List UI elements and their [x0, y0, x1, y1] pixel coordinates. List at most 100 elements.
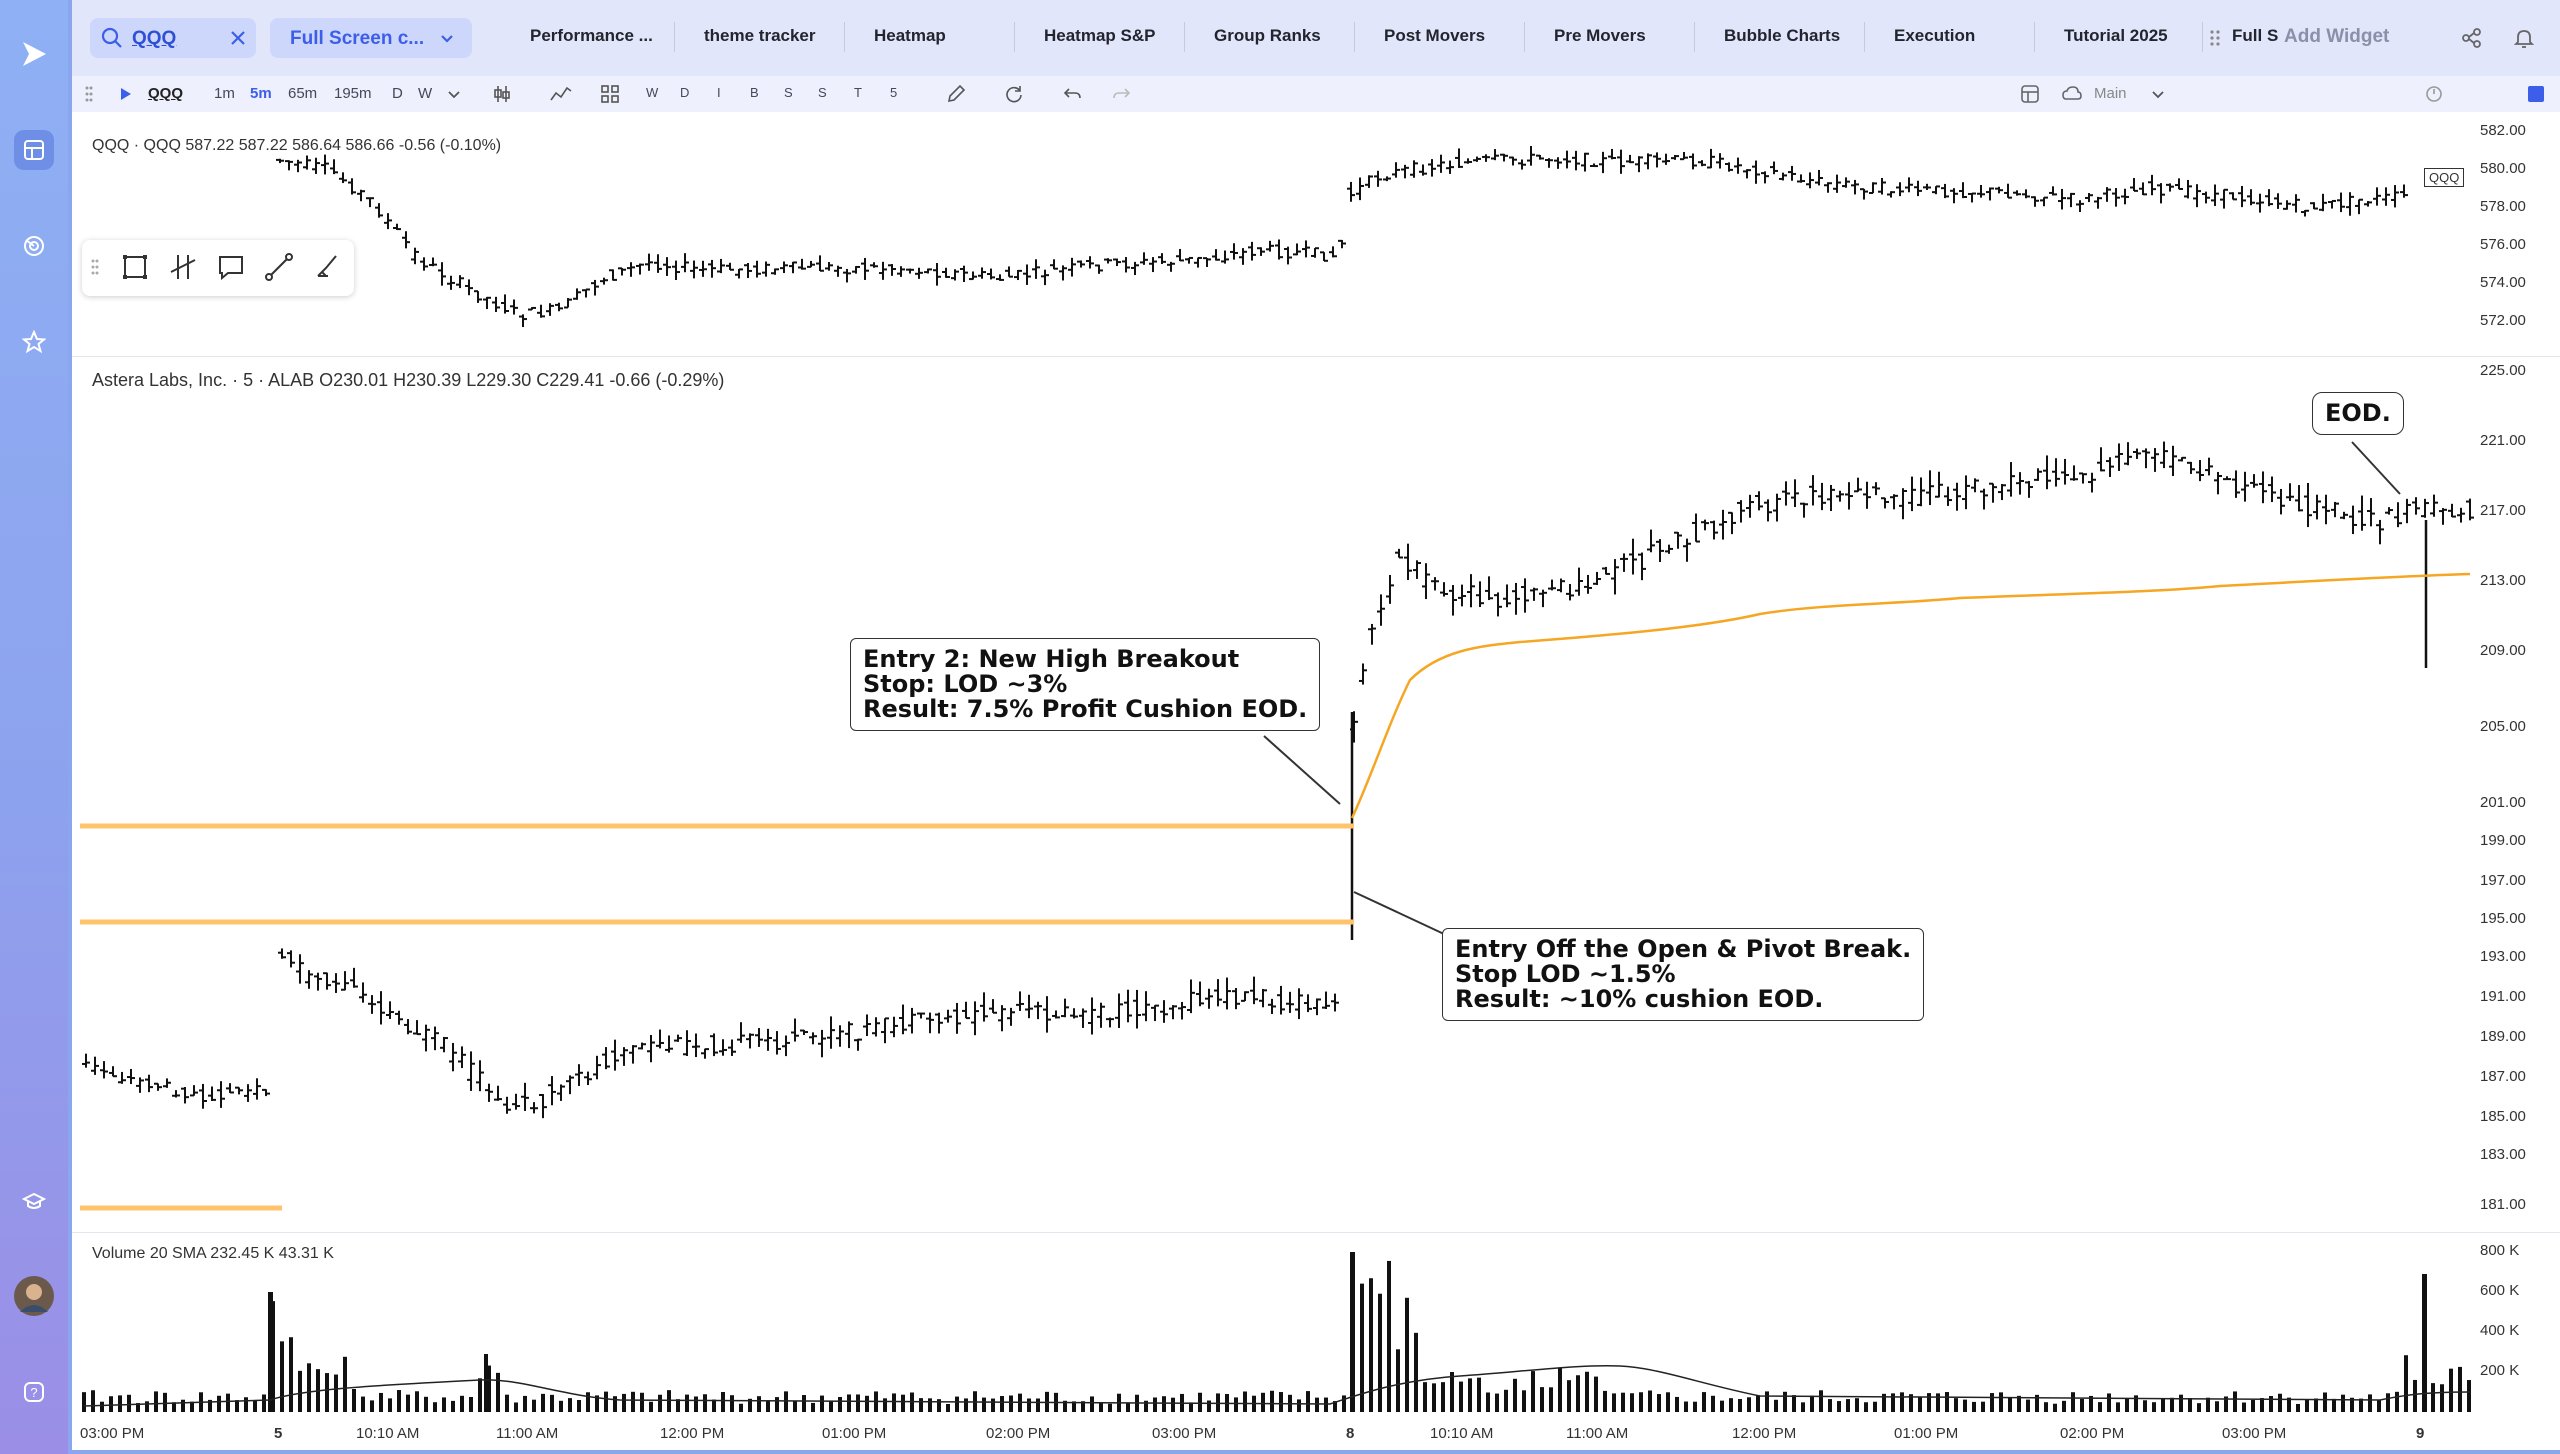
tab-group-ranks[interactable]: Group Ranks	[1214, 26, 1321, 45]
volume-bar	[1522, 1390, 1526, 1412]
alab-ohlc-bar	[1169, 1005, 1177, 1020]
toolbar-letter-t[interactable]: T	[854, 85, 862, 100]
templates-grid-icon[interactable]	[600, 84, 620, 104]
tab-execution[interactable]: Execution	[1894, 26, 1976, 45]
qqq-ohlc-bar	[1239, 248, 1247, 265]
tab-performance[interactable]: Performance ...	[530, 26, 653, 45]
blue-square-icon[interactable]	[2528, 86, 2544, 102]
qqq-ohlc-bar	[1356, 177, 1364, 201]
symbol-search-field[interactable]: QQQ	[90, 18, 256, 58]
avatar[interactable]	[14, 1276, 54, 1316]
pane-divider[interactable]	[72, 1232, 2560, 1233]
alab-ohlc-bar	[1683, 538, 1691, 562]
volume-bar	[1414, 1332, 1418, 1412]
alab-ohlc-bar	[1863, 481, 1871, 509]
bell-icon[interactable]	[2513, 27, 2535, 49]
candles-icon[interactable]	[492, 84, 512, 104]
redo-icon[interactable]	[1112, 84, 1132, 104]
drag-handle-icon[interactable]	[90, 252, 100, 287]
alab-ohlc-bar	[1728, 511, 1736, 535]
qqq-ohlc-bar	[492, 296, 500, 312]
volume-bar	[811, 1402, 815, 1412]
share-icon[interactable]	[2461, 27, 2483, 49]
alab-ohlc-bar	[809, 1032, 817, 1045]
alab-ohlc-bar	[1304, 994, 1312, 1013]
tab-post-movers[interactable]: Post Movers	[1384, 26, 1486, 45]
interval-w[interactable]: W	[418, 85, 433, 102]
qqq-ohlc-bar	[1014, 269, 1022, 281]
play-logo-icon[interactable]	[14, 34, 54, 74]
qqq-ohlc-bar	[1950, 188, 1958, 204]
chart-layout-icon[interactable]	[14, 130, 54, 170]
alab-ohlc-bar	[1313, 998, 1321, 1016]
play-icon[interactable]	[120, 87, 132, 101]
search-input[interactable]: QQQ	[132, 28, 177, 49]
pane-divider[interactable]	[72, 356, 2560, 357]
tab-theme-tracker[interactable]: theme tracker	[704, 26, 816, 45]
trendline-tool-icon[interactable]	[264, 252, 294, 287]
qqq-ohlc-bar	[996, 274, 1004, 281]
chevron-down-icon[interactable]	[2152, 91, 2164, 99]
tab-full-s[interactable]: Full S	[2232, 26, 2279, 45]
annotation-eod[interactable]: EOD.	[2312, 392, 2404, 435]
volume-bar	[2413, 1379, 2417, 1412]
chevron-down-icon[interactable]	[448, 91, 460, 99]
rectangle-tool-icon[interactable]	[120, 252, 150, 287]
qqq-ohlc-bar	[465, 279, 473, 296]
interval-65m[interactable]: 65m	[288, 85, 318, 102]
radar-icon[interactable]	[14, 226, 54, 266]
drag-handle-icon[interactable]	[2208, 28, 2222, 48]
qqq-ohlc-bar	[897, 266, 905, 277]
toolbar-letter-d[interactable]: D	[680, 85, 690, 100]
toolbar-symbol[interactable]: QQQ	[148, 85, 184, 102]
tab-bubble-charts[interactable]: Bubble Charts	[1724, 26, 1841, 45]
layout-dropdown[interactable]: Full Screen c...	[270, 18, 472, 58]
volume-bar	[2143, 1400, 2147, 1412]
toolbar-letter-s1[interactable]: S	[784, 85, 793, 100]
volume-bar	[676, 1399, 680, 1412]
alab-ohlc-bar	[2124, 442, 2132, 466]
chart-area[interactable]	[72, 112, 2560, 1450]
alab-ohlc-bar	[1935, 471, 1943, 498]
comment-tool-icon[interactable]	[216, 252, 246, 287]
annotation-entry-1[interactable]: Entry Off the Open & Pivot Break. Stop L…	[1442, 928, 1925, 1021]
help-icon[interactable]: ?	[14, 1372, 54, 1412]
alab-ohlc-bar	[1791, 479, 1799, 508]
eraser-brush-icon[interactable]	[312, 252, 342, 287]
toolbar-letter-i[interactable]: I	[717, 85, 721, 100]
alab-ohlc-bar	[1331, 993, 1339, 1012]
pencil-icon[interactable]	[946, 84, 966, 104]
tab-heatmap-s-p[interactable]: Heatmap S&P	[1044, 26, 1156, 45]
volume-bar	[1945, 1392, 1949, 1412]
tab-heatmap[interactable]: Heatmap	[874, 26, 946, 45]
tab-tutorial-2025[interactable]: Tutorial 2025	[2064, 26, 2168, 45]
alab-ohlc-bar	[710, 1033, 718, 1057]
star-icon[interactable]	[14, 322, 54, 362]
clock-icon[interactable]	[2424, 84, 2444, 104]
toolbar-letter-b[interactable]: B	[750, 85, 759, 100]
template-name[interactable]: Main	[2094, 85, 2127, 102]
qqq-ohlc-bar	[528, 306, 536, 311]
toolbar-letter-w[interactable]: W	[646, 85, 659, 100]
interval-d[interactable]: D	[392, 85, 403, 102]
refresh-icon[interactable]	[1004, 84, 1024, 104]
interval-5m[interactable]: 5m	[250, 85, 272, 102]
cloud-save-icon[interactable]	[2062, 84, 2082, 104]
interval-195m[interactable]: 195m	[334, 85, 372, 102]
drag-handle-icon[interactable]	[84, 85, 94, 103]
interval-1m[interactable]: 1m	[214, 85, 235, 102]
tab-pre-movers[interactable]: Pre Movers	[1554, 26, 1646, 45]
undo-icon[interactable]	[1062, 84, 1082, 104]
indicators-icon[interactable]	[550, 84, 572, 104]
clear-search-icon[interactable]	[230, 30, 246, 46]
alab-ohlc-bar	[998, 1005, 1006, 1032]
add-widget-button[interactable]: Add Widget	[2284, 26, 2390, 47]
toolbar-letter-s2[interactable]: S	[818, 85, 827, 100]
price-range-tool-icon[interactable]	[168, 252, 198, 287]
graduation-cap-icon[interactable]	[14, 1182, 54, 1222]
annotation-entry-2[interactable]: Entry 2: New High Breakout Stop: LOD ~3%…	[850, 638, 1321, 731]
toolbar-letter-5[interactable]: 5	[890, 85, 898, 100]
layout-icon[interactable]	[2020, 84, 2040, 104]
x-axis-tick: 01:00 PM	[1894, 1425, 1959, 1442]
